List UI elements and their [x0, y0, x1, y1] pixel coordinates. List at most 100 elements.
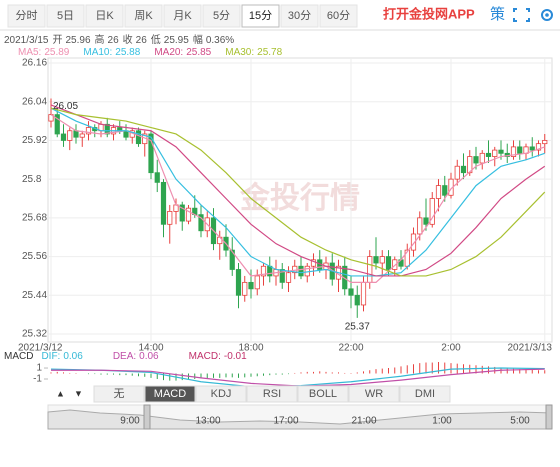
fullscreen-icon[interactable]	[513, 8, 530, 22]
candle-body	[348, 288, 354, 296]
candle-body	[379, 256, 385, 264]
ma-legend: MA5: 25.89 MA10: 25.88 MA20: 25.85 MA30: 25.78	[18, 47, 283, 58]
y-tick-label: -1	[33, 374, 42, 385]
y-tick-label: 26.16	[22, 58, 47, 69]
candle-body	[185, 207, 192, 222]
tab-bg[interactable]	[163, 4, 202, 28]
indicator-tab[interactable]: WR	[365, 388, 383, 400]
candle-body	[285, 272, 292, 283]
indicator-tab-bg[interactable]	[399, 385, 451, 403]
tab-bg[interactable]	[319, 4, 358, 28]
y-tick-label: 26.04	[22, 96, 47, 107]
navigator-label: 17:00	[273, 416, 298, 427]
legend-value: 25.78	[257, 47, 282, 58]
tab-bg[interactable]	[124, 4, 163, 28]
candle-body	[442, 185, 448, 196]
candle-body	[304, 265, 310, 277]
indicator-tab-bg[interactable]	[195, 385, 247, 403]
tab[interactable]: 月K	[173, 10, 192, 22]
macd-title: MACD	[4, 351, 33, 362]
scroll-up[interactable]: ▲	[56, 388, 65, 398]
tab-bg[interactable]	[7, 4, 46, 28]
indicator-tab[interactable]: 无	[114, 388, 125, 400]
legend-value: 25.89	[44, 47, 69, 58]
candle-body	[373, 256, 379, 264]
indicator-tab-bg[interactable]	[246, 385, 298, 403]
tab-bg[interactable]	[280, 4, 319, 28]
indicator-tab[interactable]: DMI	[415, 388, 435, 400]
candle-body	[417, 217, 423, 235]
y-tick-label: 25.56	[22, 251, 47, 262]
legend-value: 25.85	[186, 47, 211, 58]
ohlc-info: 2021/3/15 开 25.96 高 26 收 26 低 25.95 幅 0.36%	[4, 33, 234, 46]
tab[interactable]: 周K	[134, 9, 153, 22]
y-tick-label: 25.32	[22, 329, 47, 340]
candle-body	[529, 146, 535, 151]
tab[interactable]: 60分	[327, 9, 350, 22]
scroll-down[interactable]: ▼	[74, 388, 83, 398]
navigator-label: 1:00	[432, 416, 452, 427]
info-label: 高	[95, 33, 105, 46]
candle-body	[310, 259, 317, 267]
tab[interactable]: 15分	[249, 9, 272, 22]
x-tick-label: 14:00	[138, 343, 163, 354]
candle-body	[423, 217, 429, 225]
x-tick-label: 18:00	[238, 343, 263, 354]
candle-body	[279, 269, 285, 283]
info-label: 幅	[193, 33, 203, 46]
indicator-tab-bg[interactable]	[144, 385, 196, 403]
candle-body	[517, 146, 523, 154]
indicator-tab[interactable]: KDJ	[211, 388, 232, 400]
tab-bg[interactable]	[85, 4, 124, 28]
candle-body	[242, 281, 248, 296]
info-value: 26	[108, 35, 120, 46]
candle-body	[385, 256, 392, 270]
strategy-icon[interactable]: 策	[490, 6, 505, 23]
tab-bg[interactable]	[46, 4, 85, 28]
navigator-handle[interactable]	[143, 404, 151, 430]
candle-body	[198, 214, 204, 232]
watermark: 金投行情	[239, 181, 360, 215]
candle-body	[354, 294, 360, 306]
candle-body	[492, 149, 498, 157]
tab[interactable]: 分时	[16, 9, 38, 22]
tab[interactable]: 30分	[288, 9, 311, 22]
y-tick-label: 25.68	[22, 212, 47, 223]
tab[interactable]: 5分	[213, 9, 230, 22]
candle-body	[473, 156, 479, 164]
legend-name: MA30:	[225, 47, 254, 58]
tab-bg[interactable]	[202, 4, 241, 28]
candle-body	[179, 204, 185, 222]
indicator-tab-bg[interactable]	[348, 385, 400, 403]
x-tick-label: 2:00	[441, 343, 461, 354]
candle-body	[479, 152, 485, 164]
tab[interactable]: 5日	[57, 10, 74, 22]
indicator-tab-bg[interactable]	[297, 385, 349, 403]
x-tick-label: 2021/3/13	[508, 343, 553, 354]
indicator-tab-bg[interactable]	[93, 385, 145, 403]
settings-icon-dot	[545, 13, 549, 17]
indicator-tab[interactable]: MACD	[154, 388, 186, 400]
y-tick-label: 25.44	[22, 290, 47, 301]
candle-body	[460, 165, 467, 174]
settings-icon[interactable]	[541, 9, 553, 21]
tab[interactable]: 日K	[95, 10, 114, 22]
app-link[interactable]: 打开金投网APP	[383, 6, 475, 21]
info-label: 低	[151, 33, 161, 46]
candle-body	[510, 146, 517, 157]
ma-line	[50, 114, 545, 283]
indicator-tab[interactable]: RSI	[263, 388, 281, 400]
navigator-handle[interactable]	[545, 404, 553, 430]
x-tick-label: 22:00	[338, 343, 363, 354]
candle-body	[67, 130, 73, 141]
info-value: 25.96	[66, 35, 91, 46]
indicator-tab[interactable]: BOLL	[309, 388, 337, 400]
candle-body	[135, 130, 142, 145]
toolbar-icons	[513, 8, 553, 22]
candle-body	[535, 143, 542, 151]
y-tick-label: 1	[36, 363, 42, 374]
tab-bg[interactable]	[241, 4, 280, 28]
legend-name: MACD:	[189, 351, 221, 362]
legend-value: -0.01	[224, 351, 247, 362]
